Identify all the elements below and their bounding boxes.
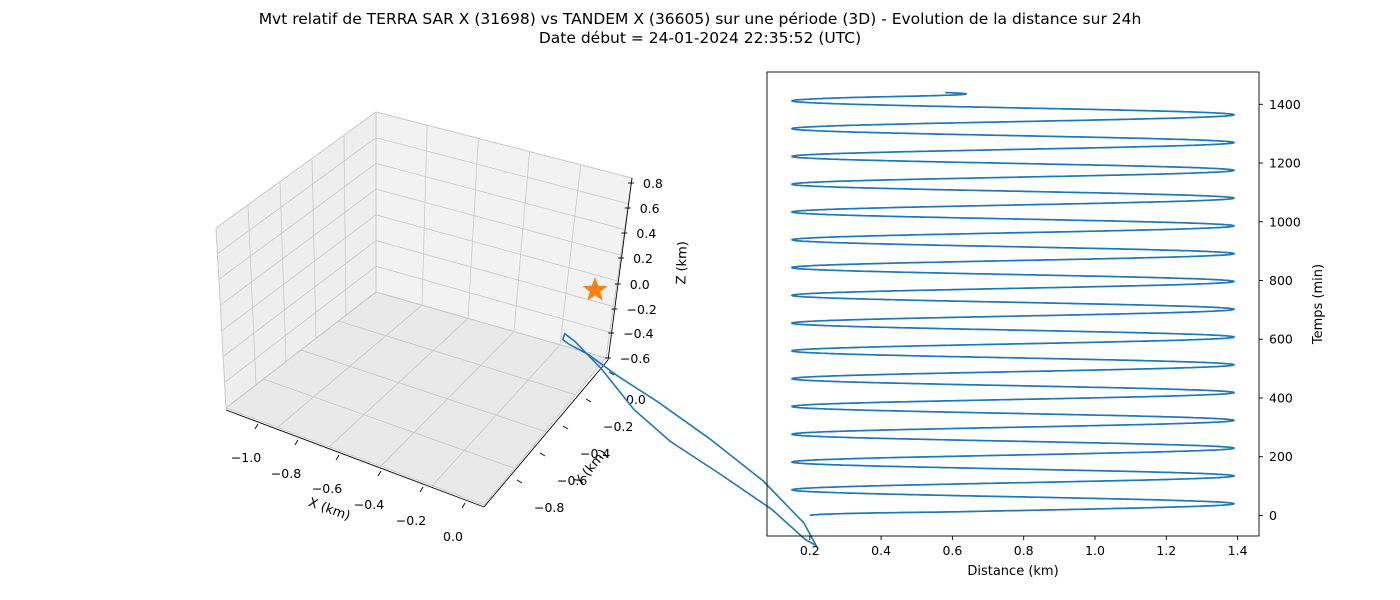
x-tick	[419, 486, 424, 493]
grid-line	[218, 163, 377, 280]
x2-axis-label: Distance (km)	[967, 564, 1058, 579]
grid-line	[217, 137, 377, 255]
y2-tick-label: 600	[1269, 332, 1293, 347]
y-tick-label: −0.6	[557, 473, 587, 488]
grid-line	[375, 111, 633, 179]
y-tick-label: −0.2	[603, 419, 633, 434]
y-tick-label: −0.4	[580, 446, 610, 461]
x2-tick-label: 1.0	[1085, 543, 1105, 558]
grid-line	[559, 164, 582, 345]
title-line-1: Mvt relatif de TERRA SAR X (31698) vs TA…	[258, 10, 1142, 28]
grid-line	[225, 407, 485, 506]
x2-tick-label: 0.4	[871, 543, 891, 558]
x-axis-line	[225, 409, 485, 508]
grid-line	[222, 240, 377, 357]
z-tick-label: −0.6	[620, 351, 650, 366]
y-tick	[585, 398, 592, 403]
x-tick-label: −1.0	[231, 450, 261, 465]
distance-line	[790, 91, 1236, 517]
grid-line	[215, 111, 377, 229]
title-line-2: Date début = 24-01-2024 22:35:52 (UTC)	[538, 29, 862, 47]
x-axis-label: X (km)	[306, 495, 352, 524]
z-tick-label: 0.4	[636, 226, 656, 241]
x2-tick-label: 1.4	[1228, 543, 1248, 558]
z-tick-label: 0.0	[630, 277, 650, 292]
y2-axis-label: Temps (min)	[1311, 264, 1326, 345]
ticks-3d: −1.0 −0.8 −0.6 −0.4 −0.2 0.0 0.0 −0.2 −0.4 −0.6 −0…	[231, 176, 663, 544]
z-tick-label: 0.2	[633, 251, 653, 266]
grid-line	[467, 138, 479, 319]
grid-line	[513, 151, 530, 332]
x-tick	[254, 423, 259, 430]
grid-line	[220, 188, 377, 306]
grid-line	[375, 137, 629, 205]
grid-line	[338, 320, 576, 396]
axes-2d: 0.2 0.4 0.6 0.8 1.0 1.2 1.4 0 200 400 600 800 1000 12…	[766, 71, 1326, 579]
grid-3d	[215, 111, 633, 506]
x2-tick-label: 0.8	[1014, 543, 1034, 558]
x-tick	[461, 502, 466, 509]
grid-line	[375, 163, 625, 230]
x-tick-label: −0.8	[271, 466, 301, 481]
z-tick-label: 0.8	[643, 176, 663, 191]
y-tick	[608, 371, 615, 376]
x-tick-label: −0.2	[396, 513, 426, 528]
y-tick	[562, 425, 569, 430]
grid-line	[247, 204, 257, 385]
y2-tick-label: 1000	[1269, 214, 1301, 229]
z-tick-label: −0.4	[623, 326, 653, 341]
y2-tick-label: 800	[1269, 273, 1293, 288]
y-tick	[516, 479, 523, 484]
y2-tick-label: 1200	[1269, 156, 1301, 171]
grid-line	[279, 181, 287, 362]
grid-line	[221, 214, 377, 332]
x-tick-label: −0.4	[354, 497, 384, 512]
grid-line	[375, 265, 610, 333]
x2-tick-label: 1.2	[1156, 543, 1176, 558]
grid-line	[375, 291, 607, 359]
grid-line	[343, 135, 347, 316]
ticks-2d: 0.2 0.4 0.6 0.8 1.0 1.2 1.4 0 200 400 600 800 1000 12…	[800, 97, 1301, 558]
z-tick-label: 0.6	[640, 201, 660, 216]
x-tick-label: 0.0	[443, 529, 463, 544]
orbit-line-3d	[561, 332, 819, 548]
grid-line	[215, 227, 227, 409]
grid-line	[224, 265, 377, 383]
y-axis-line	[483, 359, 609, 508]
plot-frame	[766, 71, 1260, 537]
grid-line	[375, 240, 614, 307]
y2-tick-label: 1400	[1269, 97, 1301, 112]
y2-tick-label: 200	[1269, 449, 1293, 464]
y2-tick-label: 400	[1269, 390, 1293, 405]
z-tick-label: −0.2	[627, 302, 657, 317]
axes-3d: −1.0 −0.8 −0.6 −0.4 −0.2 0.0 0.0 −0.2 −0.4 −0.6 −0…	[215, 111, 819, 548]
grid-line	[263, 378, 515, 469]
grid-line	[300, 349, 546, 432]
grid-line	[375, 188, 621, 256]
y-tick-label: −0.8	[534, 500, 564, 515]
x2-tick-label: 0.2	[800, 543, 820, 558]
x-tick	[335, 454, 340, 461]
z-axis-label: Z (km)	[674, 241, 691, 285]
y2-tick-label: 0	[1269, 508, 1277, 523]
y-tick-label: 0.0	[626, 392, 646, 407]
x-tick	[377, 470, 382, 477]
figure-title: Mvt relatif de TERRA SAR X (31698) vs TA…	[0, 10, 1400, 48]
grid-line	[375, 214, 618, 282]
grid-line	[311, 158, 317, 339]
x2-tick-label: 0.6	[942, 543, 962, 558]
origin-star-marker	[582, 277, 608, 301]
grid-line	[421, 125, 428, 306]
x-tick	[294, 439, 299, 446]
x-tick-label: −0.6	[312, 481, 342, 496]
y-tick	[539, 452, 546, 457]
